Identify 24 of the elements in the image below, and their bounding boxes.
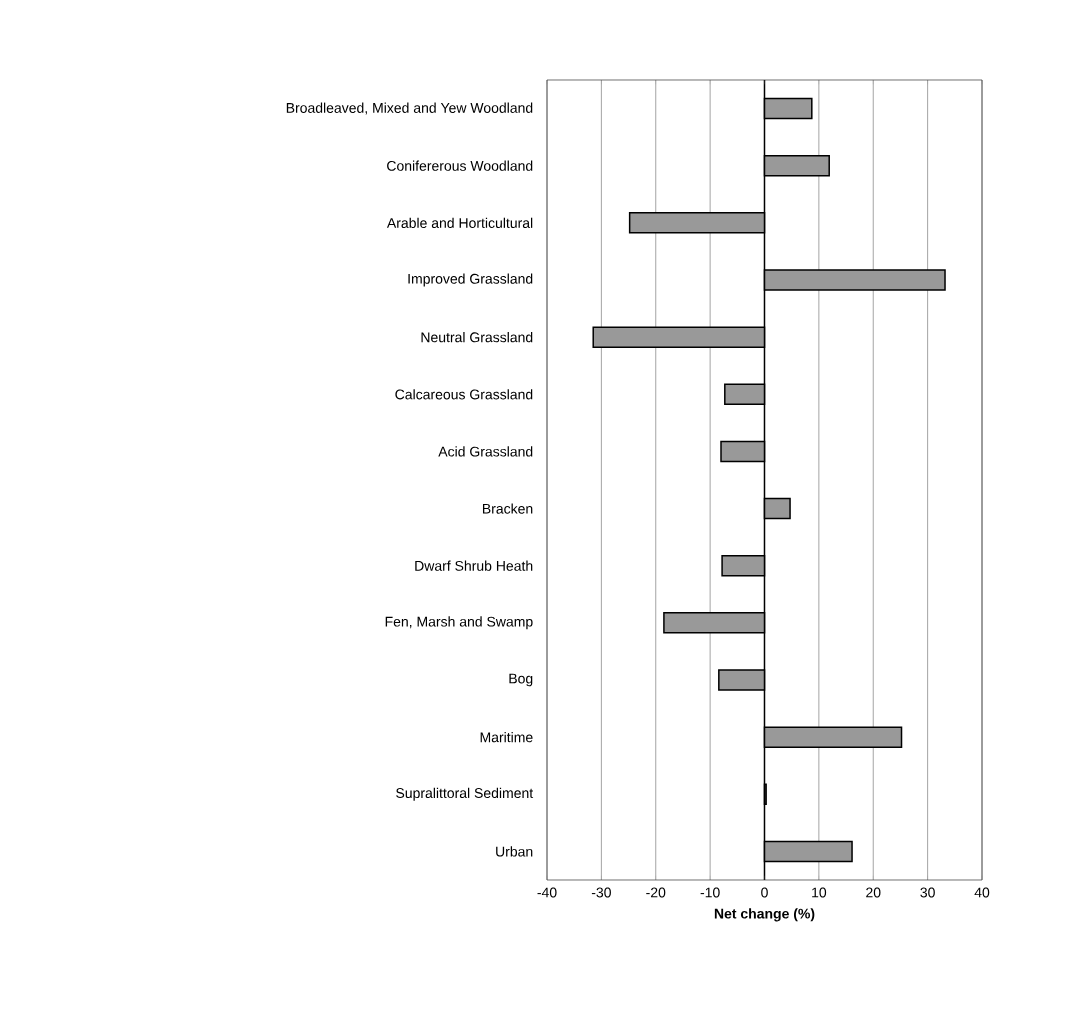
y-tick-label: Dwarf Shrub Heath (415, 560, 533, 571)
y-tick-label: Urban (496, 846, 533, 857)
x-tick-label: -40 (537, 887, 557, 898)
y-tick-label: Neutral Grassland (421, 332, 533, 343)
x-tick-label: 40 (974, 887, 990, 898)
y-tick-label: Improved Grassland (408, 273, 533, 287)
y-tick-label: Conifererous Woodland (387, 160, 533, 171)
x-tick-label: 30 (920, 887, 935, 898)
x-tick-label: 0 (761, 887, 768, 898)
x-tick-label: -30 (591, 887, 611, 898)
y-tick-label: Fen, Marsh and Swamp (385, 616, 533, 630)
y-tick-label: Acid Grassland (438, 446, 533, 457)
y-tick-label: Supralittoral Sediment (396, 787, 534, 801)
x-axis-title: Net change (%) (714, 908, 815, 922)
y-tick-label: Arable and Horticultural (386, 217, 533, 228)
x-tick-label: -10 (700, 887, 720, 898)
y-tick-label: Calcareous Grassland (395, 389, 533, 400)
y-tick-label: Bracken (482, 503, 533, 514)
x-tick-label: 20 (866, 887, 881, 898)
y-tick-label: Maritime (480, 732, 533, 743)
y-tick-label: Bog (509, 673, 533, 687)
x-tick-label: 10 (812, 887, 827, 898)
x-tick-label: -20 (646, 887, 666, 898)
y-tick-label: Broadleaved, Mixed and Yew Woodland (286, 102, 533, 115)
